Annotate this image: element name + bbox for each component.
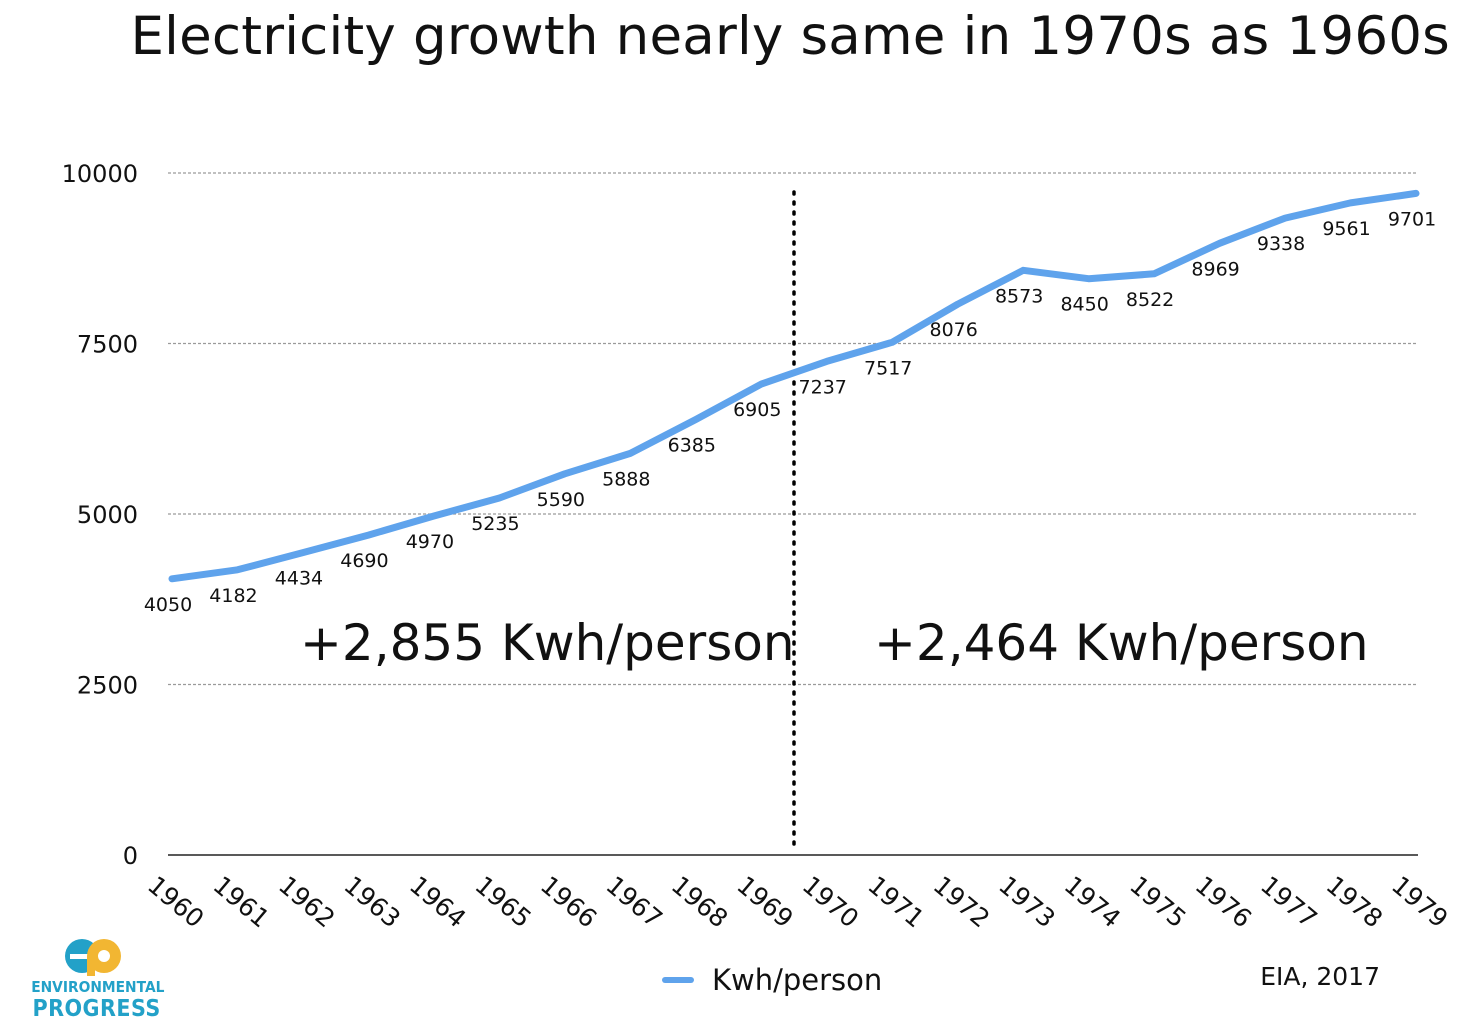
ep-logo-icon — [65, 939, 121, 976]
data-label: 5235 — [471, 513, 519, 535]
legend: Kwh/person — [662, 958, 882, 1002]
data-label: 8573 — [995, 285, 1043, 307]
data-label: 8076 — [930, 319, 978, 341]
data-label: 4690 — [340, 550, 388, 572]
x-tick-label: 1975 — [1124, 870, 1191, 933]
legend-swatch — [662, 977, 694, 983]
data-label: 6385 — [668, 435, 716, 457]
annotation-1970s-growth: +2,464 Kwh/person — [874, 614, 1369, 672]
x-tick-label: 1961 — [208, 870, 275, 933]
x-tick-label: 1976 — [1190, 870, 1257, 933]
y-tick-label: 7500 — [77, 331, 138, 359]
x-tick-label: 1971 — [862, 870, 929, 933]
source-note: EIA, 2017 — [1260, 962, 1380, 991]
x-tick-label: 1977 — [1255, 870, 1322, 933]
x-tick-label: 1966 — [535, 870, 602, 933]
data-label: 7237 — [799, 376, 847, 398]
data-label: 8522 — [1126, 289, 1174, 311]
data-label: 7517 — [864, 357, 912, 379]
x-tick-label: 1974 — [1059, 870, 1126, 933]
data-label: 4050 — [144, 594, 192, 616]
data-label: 5590 — [537, 489, 585, 511]
data-label: 9338 — [1257, 233, 1305, 255]
logo-text-progress: PROGRESS — [32, 996, 161, 1022]
x-tick-label: 1969 — [731, 870, 798, 933]
data-label: 9701 — [1388, 208, 1436, 230]
data-label: 4182 — [209, 585, 257, 607]
x-tick-label: 1963 — [339, 870, 406, 933]
x-tick-label: 1970 — [797, 870, 864, 933]
data-label: 4434 — [275, 568, 323, 590]
data-label: 5888 — [602, 468, 650, 490]
x-tick-label: 1965 — [470, 870, 537, 933]
data-label: 8450 — [1060, 294, 1108, 316]
x-tick-label: 1967 — [600, 870, 667, 933]
x-tick-label: 1979 — [1386, 870, 1453, 933]
x-tick-label: 1968 — [666, 870, 733, 933]
logo-text-environmental: ENVIRONMENTAL — [31, 978, 165, 996]
x-tick-label: 1964 — [404, 870, 471, 933]
data-label: 6905 — [733, 399, 781, 421]
annotation-1960s-growth: +2,855 Kwh/person — [300, 614, 795, 672]
legend-label: Kwh/person — [712, 963, 883, 997]
data-label: 9561 — [1322, 218, 1370, 240]
x-tick-label: 1973 — [993, 870, 1060, 933]
y-tick-label: 0 — [123, 842, 138, 870]
x-tick-label: 1978 — [1321, 870, 1388, 933]
y-tick-label: 2500 — [77, 672, 138, 700]
y-tick-label: 10000 — [62, 160, 138, 188]
x-tick-label: 1960 — [142, 870, 209, 933]
data-label: 4970 — [406, 531, 454, 553]
x-tick-label: 1972 — [928, 870, 995, 933]
series-line-kwh-per-person — [168, 189, 1420, 583]
chart-title: Electricity growth nearly same in 1970s … — [130, 6, 1450, 67]
environmental-progress-logo: ENVIRONMENTAL PROGRESS — [26, 936, 165, 1026]
y-tick-label: 5000 — [77, 501, 138, 529]
x-tick-label: 1962 — [273, 870, 340, 933]
data-label: 8969 — [1191, 258, 1239, 280]
